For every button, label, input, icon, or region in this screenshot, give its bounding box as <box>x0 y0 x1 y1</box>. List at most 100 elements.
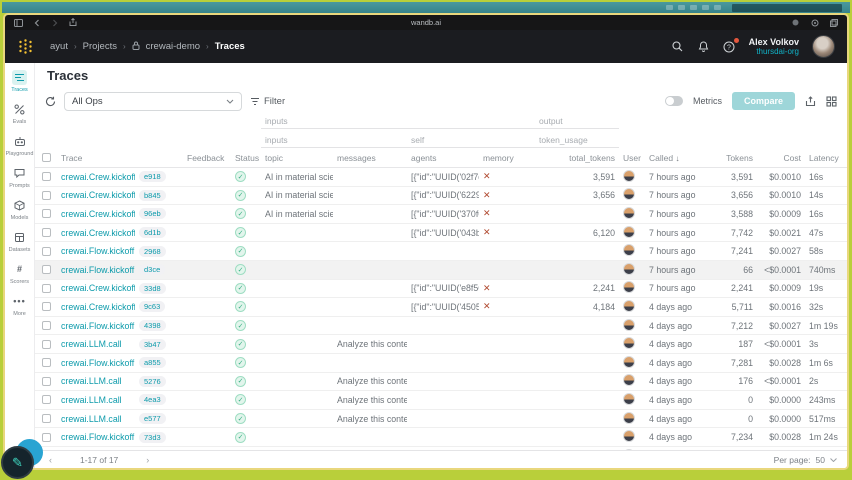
trace-id-badge[interactable]: 3b47 <box>135 338 183 350</box>
trace-id-badge[interactable]: e577 <box>135 413 183 425</box>
search-icon[interactable] <box>671 40 684 53</box>
trace-id-badge[interactable]: 73d3 <box>135 431 183 443</box>
sidebar-item-more[interactable]: ••• More <box>6 291 34 321</box>
address-url[interactable]: wandb.ai <box>410 18 442 27</box>
trace-id-badge[interactable]: 5276 <box>135 375 183 387</box>
row-checkbox[interactable] <box>35 246 57 256</box>
table-row[interactable]: crewai.Crew.kickoff b845 ✓ AI in material s… <box>35 187 847 206</box>
ops-filter-select[interactable]: All Ops <box>64 91 242 111</box>
share-icon[interactable] <box>67 17 78 28</box>
per-page-select[interactable]: Per page: 50 <box>774 455 837 465</box>
table-row[interactable]: crewai.Crew.kickoff e918 ✓ AI in material s… <box>35 168 847 187</box>
trace-id-badge[interactable]: 96eb <box>135 208 183 220</box>
row-checkbox[interactable] <box>35 283 57 293</box>
breadcrumb-current[interactable]: Traces <box>214 41 245 52</box>
row-checkbox[interactable] <box>35 172 57 182</box>
column-header-cost[interactable]: Cost <box>783 152 801 163</box>
column-header-agents[interactable]: agents <box>411 152 437 163</box>
row-checkbox[interactable] <box>35 209 57 219</box>
trace-name-link[interactable]: crewai.Flow.kickoff <box>61 432 135 443</box>
table-row[interactable]: crewai.Flow.kickoff 4398 ✓ 4 days ago 7,212 $… <box>35 317 847 336</box>
forward-icon[interactable] <box>49 17 60 28</box>
sidebar-item-playground[interactable]: Playground <box>6 131 34 161</box>
trace-name-link[interactable]: crewai.LLM.call <box>61 394 122 405</box>
row-checkbox[interactable] <box>35 358 57 368</box>
compare-button[interactable]: Compare <box>731 92 795 110</box>
row-checkbox[interactable] <box>35 190 57 200</box>
extension-icon[interactable] <box>790 17 801 28</box>
table-row[interactable]: crewai.Crew.kickoff 33d8 ✓ [{"id":"UUID('e8… <box>35 280 847 299</box>
column-header-feedback[interactable]: Feedback <box>187 152 225 163</box>
table-row[interactable]: crewai.Flow.kickoff3928✓4 days ago66<$0.… <box>35 447 847 450</box>
trace-name-link[interactable]: crewai.Crew.kickoff <box>61 301 135 312</box>
row-checkbox[interactable] <box>35 395 57 405</box>
column-settings-icon[interactable] <box>826 95 837 107</box>
table-row[interactable]: crewai.LLM.call 4ea3 ✓ Analyze this conten…… <box>35 391 847 410</box>
column-header-called[interactable]: Called ↓ <box>649 152 680 163</box>
trace-name-link[interactable]: crewai.LLM.call <box>61 376 122 387</box>
table-row[interactable]: crewai.Crew.kickoff 96eb ✓ AI in material s… <box>35 205 847 224</box>
column-header-memory[interactable]: memory <box>483 152 514 163</box>
trace-id-badge[interactable]: 4398 <box>135 320 183 332</box>
trace-name-link[interactable]: crewai.LLM.call <box>61 413 122 424</box>
sidebar-item-models[interactable]: Models <box>6 195 34 225</box>
table-row[interactable]: crewai.Flow.kickoff 73d3 ✓ 4 days ago 7,234 $… <box>35 428 847 447</box>
column-header-trace[interactable]: Trace <box>61 152 83 163</box>
sidebar-item-datasets[interactable]: Datasets <box>6 227 34 257</box>
trace-id-badge[interactable]: 33d8 <box>135 282 183 294</box>
trace-name-link[interactable]: crewai.Crew.kickoff <box>61 283 135 294</box>
column-header-status[interactable]: Status <box>235 152 260 163</box>
refresh-button[interactable] <box>45 96 56 107</box>
next-page-icon[interactable]: › <box>146 454 150 465</box>
column-header-total-tokens[interactable]: total_tokens <box>569 152 615 163</box>
column-header-messages[interactable]: messages <box>337 152 376 163</box>
trace-id-badge[interactable]: d3ce <box>135 264 183 276</box>
column-header-user[interactable]: User <box>623 152 641 163</box>
trace-name-link[interactable]: crewai.Crew.kickoff <box>61 227 135 238</box>
trace-id-badge[interactable]: 4ea3 <box>135 394 183 406</box>
trace-name-link[interactable]: crewai.Crew.kickoff <box>61 190 135 201</box>
row-checkbox[interactable] <box>35 414 57 424</box>
trace-name-link[interactable]: crewai.Flow.kickoff <box>61 320 135 331</box>
trace-name-link[interactable]: crewai.Flow.kickoff <box>61 357 135 368</box>
row-checkbox[interactable] <box>35 265 57 275</box>
wandb-logo[interactable] <box>17 38 34 55</box>
column-header-topic[interactable]: topic <box>265 152 283 163</box>
table-row[interactable]: crewai.Flow.kickoff d3ce ✓ 7 hours ago 66 <$0… <box>35 260 847 280</box>
sidebar-item-traces[interactable]: Traces <box>6 67 34 97</box>
trace-name-link[interactable]: crewai.Crew.kickoff <box>61 171 135 182</box>
notifications-bell-icon[interactable] <box>697 40 710 53</box>
row-checkbox[interactable] <box>35 339 57 349</box>
sidebar-item-evals[interactable]: Evals <box>6 99 34 129</box>
table-row[interactable]: crewai.LLM.call 5276 ✓ Analyze this conten…… <box>35 373 847 392</box>
row-checkbox[interactable] <box>35 376 57 386</box>
table-row[interactable]: crewai.Crew.kickoff 9c63 ✓ [{"id":"UUID('45… <box>35 298 847 317</box>
breadcrumb-project[interactable]: crewai-demo <box>145 41 201 52</box>
filter-button[interactable]: Filter <box>250 96 285 107</box>
user-info[interactable]: Alex Volkov thursdai-org <box>749 37 799 57</box>
metrics-toggle[interactable] <box>664 96 683 106</box>
row-checkbox[interactable] <box>35 302 57 312</box>
table-row[interactable]: crewai.Flow.kickoff a855 ✓ 4 days ago 7,281 $… <box>35 354 847 373</box>
trace-id-badge[interactable]: e918 <box>135 171 183 183</box>
trace-id-badge[interactable]: 6d1b <box>135 227 183 239</box>
trace-id-badge[interactable]: b845 <box>135 189 183 201</box>
table-row[interactable]: crewai.Crew.kickoff 6d1b ✓ [{"id":"UUID('04… <box>35 224 847 243</box>
trace-id-badge[interactable]: 2968 <box>135 245 183 257</box>
trace-id-badge[interactable]: a855 <box>135 357 183 369</box>
help-icon[interactable]: ? <box>723 38 739 53</box>
table-row[interactable]: crewai.Flow.kickoff 2968 ✓ 7 hours ago 7,241… <box>35 242 847 261</box>
back-icon[interactable] <box>31 17 42 28</box>
row-checkbox[interactable] <box>35 228 57 238</box>
breadcrumb-account[interactable]: ayut <box>50 41 68 52</box>
export-icon[interactable] <box>805 95 816 107</box>
column-header-latency[interactable]: Latency <box>809 152 839 163</box>
sidebar-item-prompts[interactable]: Prompts <box>6 163 34 193</box>
row-checkbox[interactable] <box>35 321 57 331</box>
table-row[interactable]: crewai.LLM.call 3b47 ✓ Analyze this conten…… <box>35 335 847 354</box>
trace-id-badge[interactable]: 9c63 <box>135 301 183 313</box>
select-all-checkbox[interactable] <box>35 153 57 162</box>
trace-name-link[interactable]: crewai.Flow.kickoff <box>61 264 135 275</box>
user-avatar[interactable] <box>812 35 835 58</box>
sidebar-toggle-icon[interactable] <box>13 17 24 28</box>
